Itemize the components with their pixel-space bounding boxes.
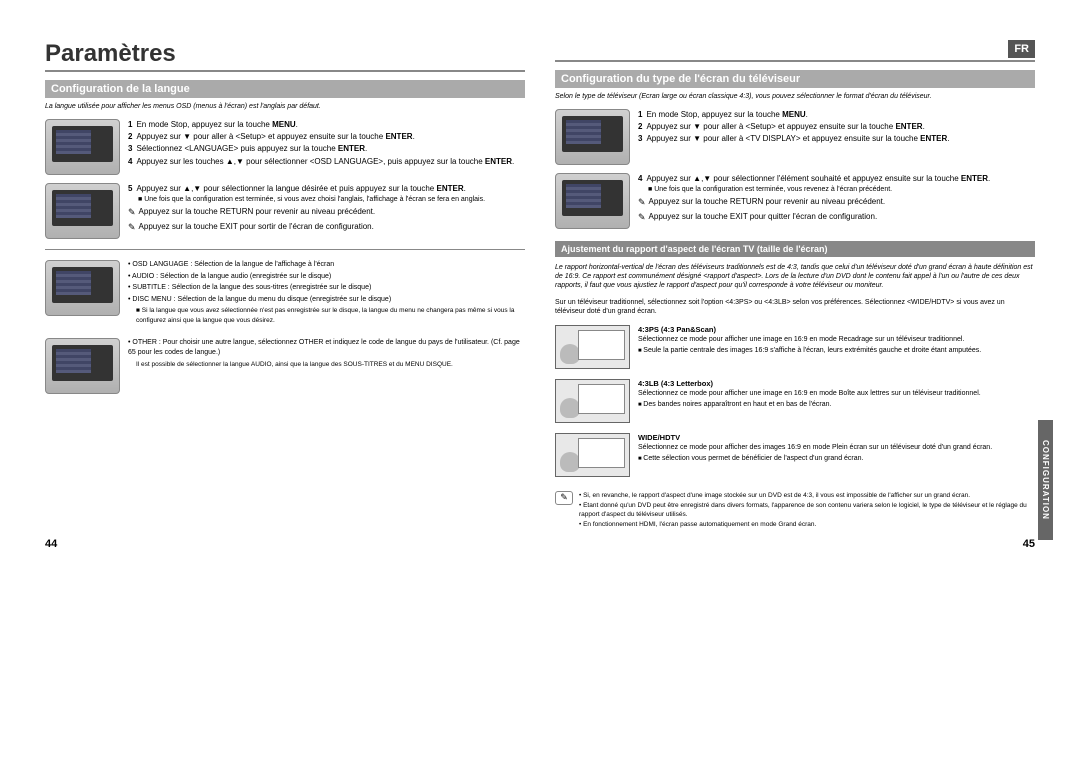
title-row: Paramètres <box>45 40 525 72</box>
note-text: Une fois que la configuration est termin… <box>648 186 1035 193</box>
mode-title: 4:3PS (4:3 Pan&Scan) <box>638 325 1035 335</box>
exit-note: Appuyez sur la touche EXIT pour sortir d… <box>128 222 525 233</box>
mode-desc: Sélectionnez ce mode pour afficher une i… <box>638 389 1035 398</box>
definition-item: • AUDIO : Sélection de la langue audio (… <box>128 272 525 283</box>
intro-text: Selon le type de téléviseur (Ecran large… <box>555 92 1035 101</box>
tv-screenshot-icon <box>45 260 120 316</box>
tv-screenshot-icon <box>555 173 630 229</box>
aspect-mode-wide: WIDE/HDTV Sélectionnez ce mode pour affi… <box>555 433 1035 477</box>
definition-item: • OSD LANGUAGE : Sélection de la langue … <box>128 260 525 271</box>
note-text: Une fois que la configuration est termin… <box>138 196 525 203</box>
steps-block-right: 1En mode Stop, appuyez sur la touche MEN… <box>555 109 1035 165</box>
footnote-box: ✎ Si, en revanche, le rapport d'aspect d… <box>555 491 1035 530</box>
mode-desc: Sélectionnez ce mode pour afficher une i… <box>638 335 1035 344</box>
steps-block-2: 5Appuyez sur ▲,▼ pour sélectionner la la… <box>45 183 525 239</box>
aspect-intro2: Sur un téléviseur traditionnel, sélectio… <box>555 298 1035 316</box>
definitions-block: • OSD LANGUAGE : Sélection de la langue … <box>45 260 525 326</box>
mode-title: WIDE/HDTV <box>638 433 1035 443</box>
other-block: • OTHER : Pour choisir une autre langue,… <box>45 338 525 394</box>
title-row-right: FR <box>555 40 1035 62</box>
definition-note: ■ Si la langue que vous avez sélectionné… <box>136 306 525 326</box>
definition-item: • OTHER : Pour choisir une autre langue,… <box>128 338 525 359</box>
definition-item: • DISC MENU : Sélection de la langue du … <box>128 295 525 306</box>
aspect-mode-panscan: 4:3PS (4:3 Pan&Scan) Sélectionnez ce mod… <box>555 325 1035 369</box>
aspect-thumbnail-icon <box>555 325 630 369</box>
aspect-heading: Ajustement du rapport d'aspect de l'écra… <box>555 241 1035 257</box>
page-44: Paramètres Configuration de la langue La… <box>45 40 525 530</box>
mode-title: 4:3LB (4:3 Letterbox) <box>638 379 1035 389</box>
section-tab: CONFIGURATION <box>1038 420 1053 540</box>
section-heading-tv: Configuration du type de l'écran du télé… <box>555 70 1035 88</box>
step-item: 2Appuyez sur ▼ pour aller à <Setup> et a… <box>638 121 1035 132</box>
aspect-mode-letterbox: 4:3LB (4:3 Letterbox) Sélectionnez ce mo… <box>555 379 1035 423</box>
step-item: 3Sélectionnez <LANGUAGE> puis appuyez su… <box>128 143 525 154</box>
definition-subnote: Il est possible de sélectionner la langu… <box>136 360 525 370</box>
step-item: 2Appuyez sur ▼ pour aller à <Setup> et a… <box>128 131 525 142</box>
return-note: Appuyez sur la touche RETURN pour reveni… <box>638 197 1035 208</box>
footnote-item: En fonctionnement HDMI, l'écran passe au… <box>579 520 1035 529</box>
mode-bullet: Seule la partie centrale des images 16:9… <box>638 346 1035 356</box>
mode-bullet: Des bandes noires apparaîtront en haut e… <box>638 400 1035 410</box>
tv-screenshot-icon <box>45 119 120 175</box>
page-number: 44 <box>45 538 57 550</box>
language-badge: FR <box>1008 40 1035 58</box>
step-item: 4Appuyez sur les touches ▲,▼ pour sélect… <box>128 156 525 167</box>
mode-bullet: Cette sélection vous permet de bénéficie… <box>638 454 1035 464</box>
footnote-item: Etant donné qu'un DVD peut être enregist… <box>579 501 1035 519</box>
step-item: 1En mode Stop, appuyez sur la touche MEN… <box>638 109 1035 120</box>
page-title: Paramètres <box>45 40 176 68</box>
step-item: 4Appuyez sur ▲,▼ pour sélectionner l'élé… <box>638 173 1035 184</box>
tv-screenshot-icon <box>45 338 120 394</box>
aspect-intro: Le rapport horizontal-vertical de l'écra… <box>555 263 1035 290</box>
mode-desc: Sélectionnez ce mode pour afficher des i… <box>638 443 1035 452</box>
section-heading-language: Configuration de la langue <box>45 80 525 98</box>
step-item: 3Appuyez sur ▼ pour aller à <TV DISPLAY>… <box>638 133 1035 144</box>
page-number: 45 <box>1023 538 1035 550</box>
intro-text: La langue utilisée pour afficher les men… <box>45 102 525 111</box>
exit-note: Appuyez sur la touche EXIT pour quitter … <box>638 212 1035 223</box>
aspect-thumbnail-icon <box>555 433 630 477</box>
steps-block-right-2: 4Appuyez sur ▲,▼ pour sélectionner l'élé… <box>555 173 1035 229</box>
definition-item: • SUBTITLE : Sélection de la langue des … <box>128 283 525 294</box>
aspect-thumbnail-icon <box>555 379 630 423</box>
note-icon: ✎ <box>555 491 573 505</box>
step-item: 1En mode Stop, appuyez sur la touche MEN… <box>128 119 525 130</box>
tv-screenshot-icon <box>555 109 630 165</box>
footnote-item: Si, en revanche, le rapport d'aspect d'u… <box>579 491 1035 500</box>
step-item: 5Appuyez sur ▲,▼ pour sélectionner la la… <box>128 183 525 194</box>
divider <box>45 249 525 250</box>
page-45: FR Configuration du type de l'écran du t… <box>555 40 1035 530</box>
steps-block-1: 1En mode Stop, appuyez sur la touche MEN… <box>45 119 525 175</box>
tv-screenshot-icon <box>45 183 120 239</box>
return-note: Appuyez sur la touche RETURN pour reveni… <box>128 207 525 218</box>
